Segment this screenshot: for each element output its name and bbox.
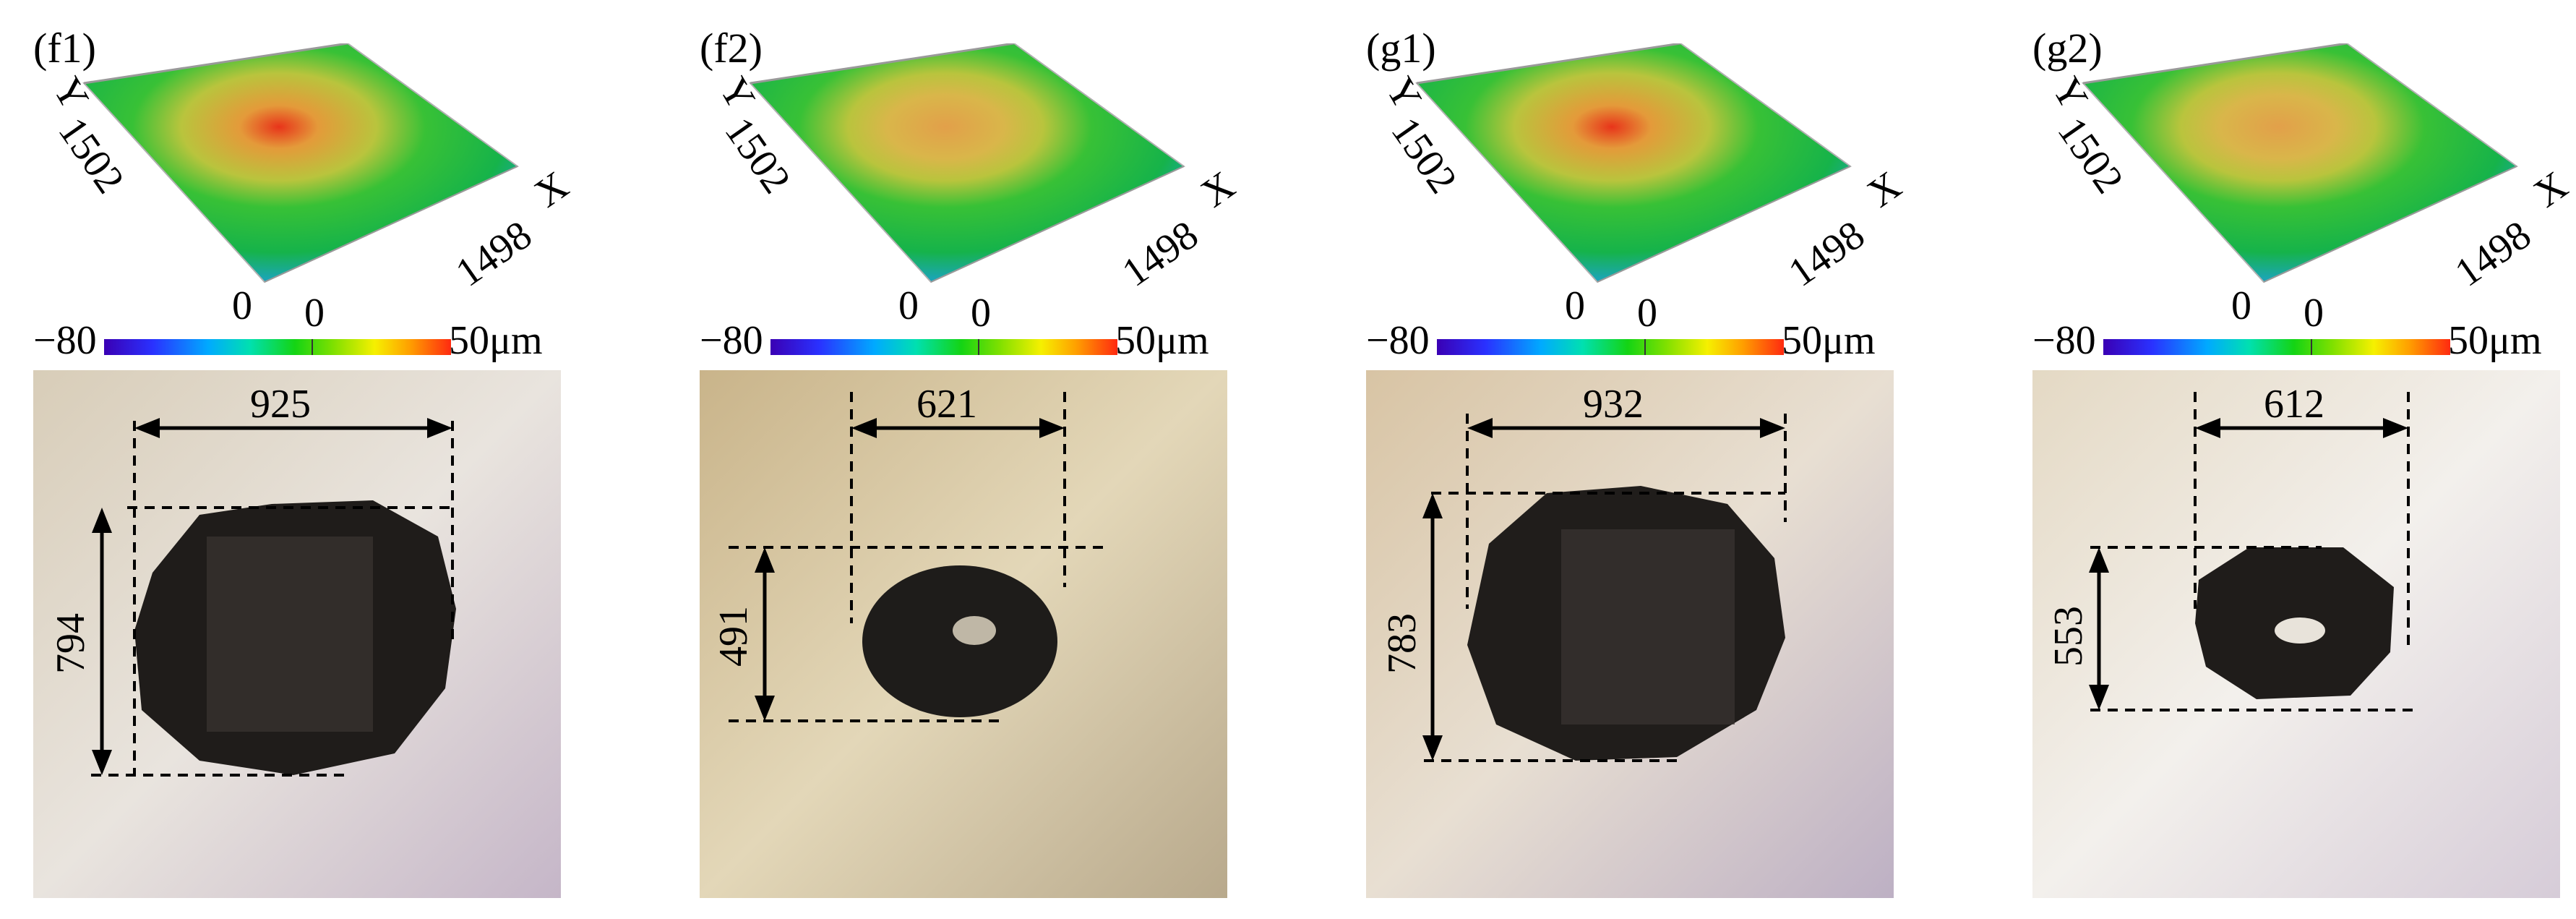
colorbar-zero-tick (312, 339, 313, 355)
colorbar-zero-mid: 0 (1637, 291, 1657, 335)
colorbar-gradient (2103, 339, 2450, 355)
colorbar-zero-mid: 0 (304, 291, 325, 335)
colorbar-zero-tick (978, 339, 979, 355)
axis-y-letter: Y (2054, 70, 2097, 118)
axis-x-value: 1498 (1115, 213, 1206, 296)
width-label: 612 (2264, 382, 2324, 427)
panel-label: (g2) (2032, 25, 2103, 72)
axis-x-value: 1498 (448, 213, 540, 296)
surface-3d-plot: Y 1502 X 1498 (2054, 43, 2575, 296)
panel-f2: (f2) Y 1502 X 1498 0 0 −80 50μm (700, 0, 1242, 919)
width-label: 925 (250, 382, 311, 427)
height-label: 783 (1380, 613, 1425, 674)
colorbar-min-label: −80 (33, 318, 97, 363)
colorbar-min-label: −80 (1366, 318, 1430, 363)
micrograph: 621 491 (700, 370, 1227, 898)
colorbar-max-label: 50μm (1115, 318, 1209, 363)
micrograph: 925 794 (33, 370, 561, 898)
height-label: 491 (711, 606, 756, 667)
colorbar: 0 0 −80 50μm (1366, 286, 1901, 365)
axis-y-letter: Y (721, 70, 764, 118)
height-label: 794 (48, 613, 93, 674)
colorbar-zero-top: 0 (898, 283, 919, 328)
height-label: 553 (2046, 606, 2091, 667)
width-label: 932 (1583, 382, 1644, 427)
colorbar-zero-top: 0 (232, 283, 252, 328)
axis-y-letter: Y (1388, 70, 1430, 118)
colorbar-gradient (1437, 339, 1784, 355)
colorbar: 0 0 −80 50μm (33, 286, 568, 365)
micrograph: 612 553 (2032, 370, 2560, 898)
panel-label: (g1) (1366, 25, 1436, 72)
colorbar-zero-top: 0 (2231, 283, 2251, 328)
axis-x-value: 1498 (1781, 213, 1873, 296)
colorbar-gradient (104, 339, 451, 355)
panel-label: (f1) (33, 25, 96, 72)
colorbar: 0 0 −80 50μm (700, 286, 1235, 365)
panel-f1: (f1) Y 1502 X 1498 0 0 −80 50μm (33, 0, 575, 919)
panel-g1: (g1) Y 1502 X 1498 0 0 −80 50μm (1366, 0, 1908, 919)
colorbar-max-label: 50μm (2448, 318, 2542, 363)
colorbar-zero-tick (1644, 339, 1646, 355)
width-label: 621 (916, 382, 977, 427)
surface-3d-plot: Y 1502 X 1498 (1388, 43, 1908, 296)
colorbar-min-label: −80 (2032, 318, 2096, 363)
axis-x-letter: X (527, 163, 575, 216)
colorbar-zero-mid: 0 (2304, 291, 2324, 335)
colorbar-min-label: −80 (700, 318, 763, 363)
axis-x-letter: X (1193, 163, 1242, 216)
axis-x-letter: X (1860, 163, 1908, 216)
colorbar-max-label: 50μm (1782, 318, 1876, 363)
colorbar-zero-mid: 0 (971, 291, 991, 335)
colorbar-zero-tick (2311, 339, 2312, 355)
colorbar-zero-top: 0 (1565, 283, 1585, 328)
colorbar-max-label: 50μm (449, 318, 543, 363)
micrograph: 932 783 (1366, 370, 1894, 898)
surface-3d-plot: Y 1502 X 1498 (721, 43, 1242, 296)
panel-g2: (g2) Y 1502 X 1498 0 0 −80 50μm (2032, 0, 2575, 919)
panel-label: (f2) (700, 25, 763, 72)
axis-x-value: 1498 (2447, 213, 2539, 296)
colorbar: 0 0 −80 50μm (2032, 286, 2567, 365)
axis-y-letter: Y (55, 70, 98, 118)
surface-3d-plot: Y 1502 X 1498 (55, 43, 575, 296)
colorbar-gradient (770, 339, 1117, 355)
axis-x-letter: X (2526, 163, 2575, 216)
